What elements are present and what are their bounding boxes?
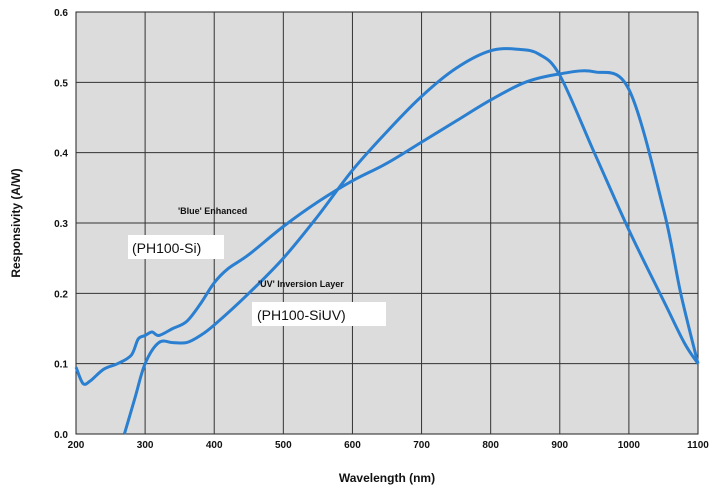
annotation-model-siuv: (PH100-SiUV) bbox=[257, 307, 346, 323]
y-tick-label: 0.6 bbox=[54, 8, 68, 19]
x-tick-label: 600 bbox=[344, 440, 361, 451]
series-line-siuv bbox=[122, 47, 700, 435]
x-tick-labels: 200 300 400 500 600 700 800 900 1000 1100 bbox=[68, 440, 710, 451]
y-tick-label: 0.1 bbox=[54, 360, 68, 371]
series-line-si bbox=[74, 69, 700, 386]
x-tick-label: 200 bbox=[68, 440, 85, 451]
x-tick-label: 400 bbox=[206, 440, 223, 451]
x-tick-label: 700 bbox=[413, 440, 430, 451]
x-tick-label: 1100 bbox=[687, 440, 709, 451]
annotation-blue-enhanced: 'Blue' Enhanced bbox=[178, 206, 247, 216]
x-tick-label: 1000 bbox=[618, 440, 641, 451]
annotation-uv-inversion: 'UV' Inversion Layer bbox=[258, 279, 344, 289]
y-axis-label: Responsivity (A/W) bbox=[9, 168, 23, 277]
annotation-model-si: (PH100-Si) bbox=[132, 240, 201, 256]
x-tick-label: 300 bbox=[137, 440, 154, 451]
x-tick-label: 900 bbox=[551, 440, 568, 451]
x-tick-label: 800 bbox=[482, 440, 499, 451]
x-axis-label: Wavelength (nm) bbox=[339, 471, 435, 485]
model-box-si bbox=[128, 235, 224, 259]
y-tick-label: 0.0 bbox=[54, 430, 68, 441]
y-tick-label: 0.2 bbox=[54, 289, 68, 300]
y-tick-label: 0.4 bbox=[54, 149, 68, 160]
series-group bbox=[74, 47, 700, 435]
y-tick-label: 0.3 bbox=[54, 219, 68, 230]
y-tick-label: 0.5 bbox=[54, 78, 68, 89]
x-tick-label: 500 bbox=[275, 440, 292, 451]
y-tick-labels: 0.0 0.1 0.2 0.3 0.4 0.5 0.6 bbox=[54, 8, 68, 441]
model-box-siuv bbox=[252, 302, 386, 326]
